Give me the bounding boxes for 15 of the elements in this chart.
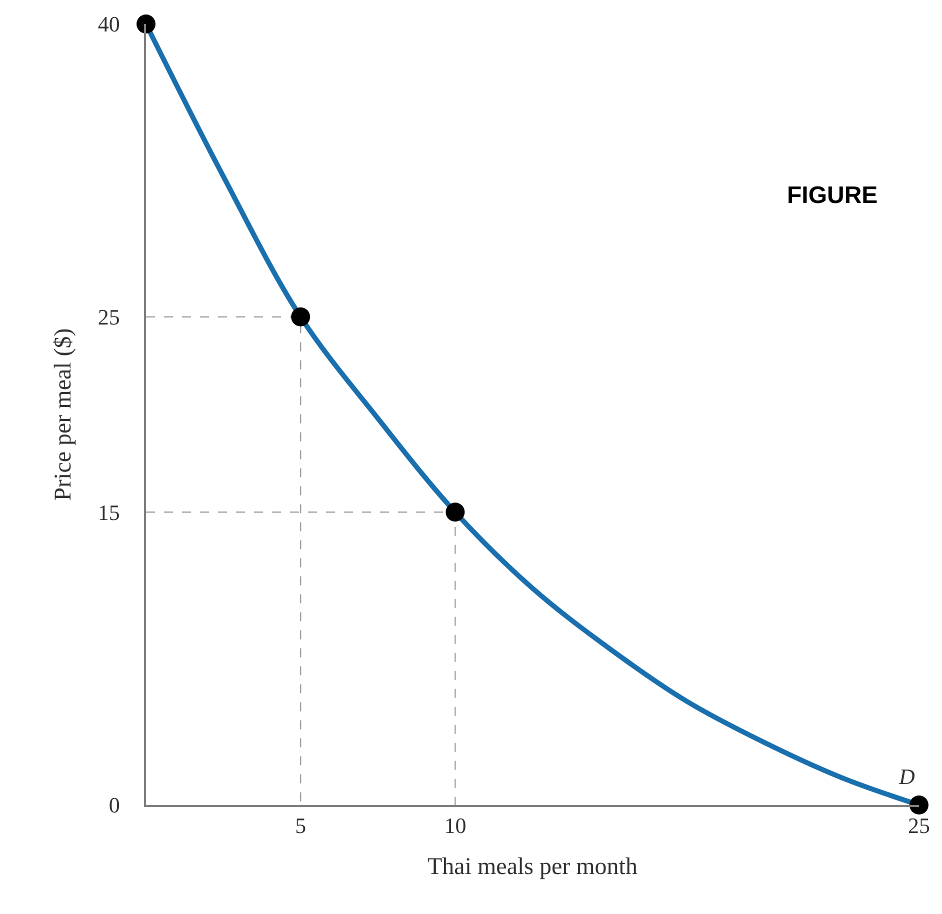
y-tick-label: 25 <box>98 304 120 330</box>
y-tick-label: 0 <box>108 792 120 818</box>
point <box>291 307 310 326</box>
point <box>446 502 465 522</box>
point <box>136 14 156 34</box>
x-tick-label: 10 <box>444 813 466 838</box>
y-tick-label: 40 <box>98 12 120 37</box>
x-tick-label: 25 <box>908 813 930 838</box>
annotation: FIGURE <box>787 182 878 209</box>
x-axis-title: Thai meals per month <box>428 854 638 880</box>
annotation: D <box>898 764 915 789</box>
point <box>910 796 928 814</box>
x-tick-label: 5 <box>295 813 306 838</box>
y-tick-label: 15 <box>98 500 120 525</box>
y-axis-title: Price per meal ($) <box>50 328 76 501</box>
